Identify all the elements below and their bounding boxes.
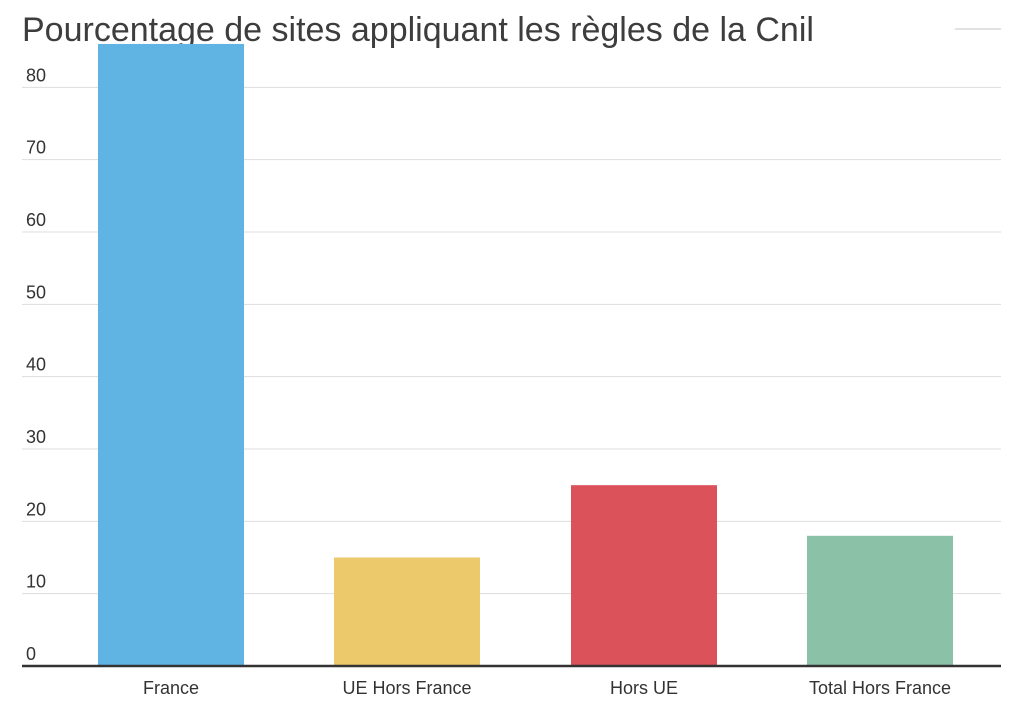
x-category-label: France [143,678,199,698]
y-tick-label: 10 [26,572,46,592]
x-category-label: UE Hors France [342,678,471,698]
y-axis-ticks: 0 10 20 30 40 50 60 70 80 [26,65,46,664]
y-tick-label: 50 [26,282,46,302]
bar-total-hors-france [807,535,953,666]
x-axis-categories: France UE Hors France Hors UE Total Hors Fr… [143,678,951,698]
x-category-label: Hors UE [610,678,678,698]
chart-title: Pourcentage de sites appliquant les règl… [22,11,814,49]
y-tick-label: 0 [26,644,36,664]
y-tick-label: 70 [26,138,46,158]
y-tick-label: 20 [26,499,46,519]
y-tick-label: 80 [26,65,46,85]
y-tick-label: 40 [26,355,46,375]
x-category-label: Total Hors France [809,678,951,698]
bar-france [98,43,244,666]
y-tick-label: 60 [26,210,46,230]
bar-ue-hors-france [334,557,480,666]
bar-hors-ue [571,485,717,666]
bars [98,43,953,666]
y-tick-label: 30 [26,427,46,447]
